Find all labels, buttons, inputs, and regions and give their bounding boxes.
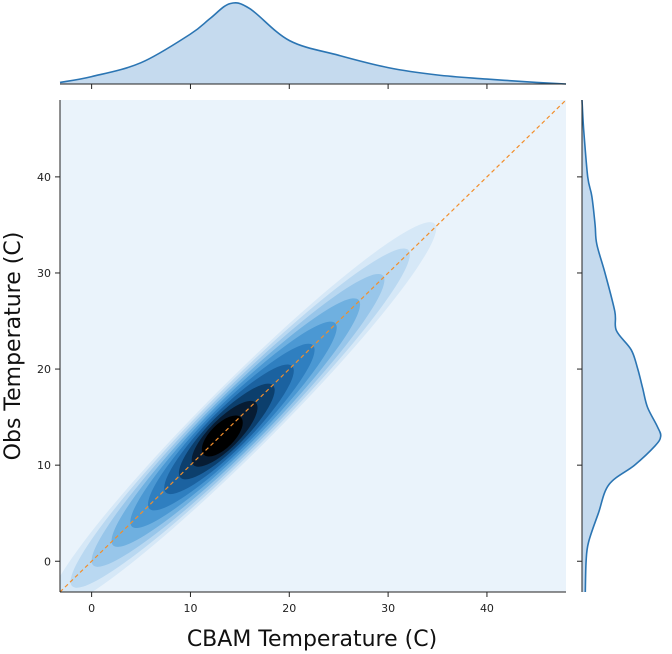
y-axis-ticks: 0 10 20 30 40: [37, 171, 60, 568]
right-marginal-fill: [582, 100, 661, 592]
x-tick-label: 20: [282, 602, 296, 615]
identity-reference-line: [60, 100, 566, 592]
y-tick-label: 0: [44, 555, 51, 568]
x-tick-label: 10: [183, 602, 197, 615]
contour-level: [201, 415, 243, 457]
x-tick-label: 0: [88, 602, 95, 615]
y-axis-title: Obs Temperature (C): [1, 232, 26, 461]
x-tick-label: 30: [381, 602, 395, 615]
y-tick-label: 40: [37, 171, 51, 184]
y-tick-label: 30: [37, 267, 51, 280]
y-tick-label: 10: [37, 459, 51, 472]
top-marginal-ticks: [91, 84, 488, 89]
x-axis-ticks: 0 10 20 30 40: [88, 592, 494, 615]
x-tick-label: 40: [480, 602, 494, 615]
right-marginal-density: [577, 99, 662, 593]
right-marginal-line: [581, 99, 662, 593]
top-marginal-line: [59, 2, 567, 85]
y-tick-label: 20: [37, 363, 51, 376]
top-marginal-fill: [60, 2, 566, 85]
density-contours: [60, 222, 437, 592]
x-axis-title: CBAM Temperature (C): [187, 627, 437, 652]
right-marginal-ticks: [577, 176, 582, 562]
top-marginal-density: [59, 2, 567, 89]
main-plot: 0 10 20 30 40 0 10 20 30 40: [37, 100, 566, 615]
